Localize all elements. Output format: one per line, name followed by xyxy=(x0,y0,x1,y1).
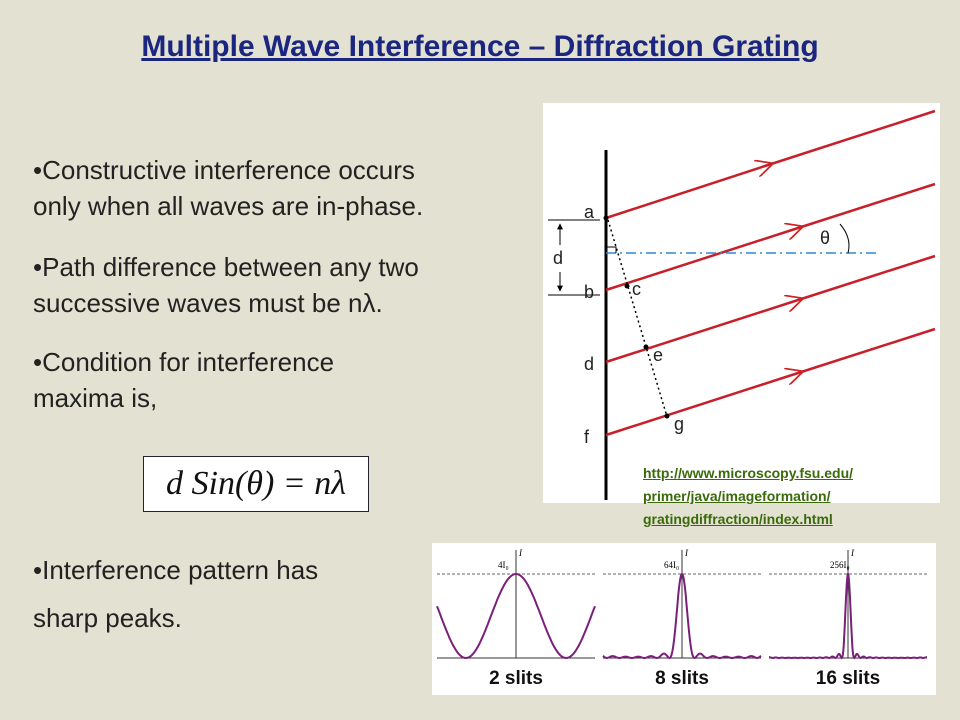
label: e xyxy=(653,345,663,365)
ray xyxy=(605,254,936,364)
label: g xyxy=(674,414,684,434)
caption: 2 slits xyxy=(489,668,543,689)
label: f xyxy=(584,427,590,447)
axis-label: I xyxy=(518,548,523,558)
intensity-curve xyxy=(436,573,596,659)
line: •Constructive interference occurs xyxy=(33,155,415,185)
label: θ xyxy=(820,228,830,248)
diagram-bg xyxy=(543,103,940,503)
label: c xyxy=(632,279,641,299)
angle-arc xyxy=(839,223,850,254)
line: •Path difference between any two xyxy=(33,252,419,282)
bullet: •Constructive interference occurs only wh… xyxy=(33,152,423,224)
peak-label: 64I₀ xyxy=(664,560,679,570)
peak-label: 4I₀ xyxy=(498,560,509,570)
ray xyxy=(605,109,936,220)
line: •Interference pattern has xyxy=(33,555,319,585)
label: d xyxy=(584,354,594,374)
line: sharp peaks. xyxy=(33,603,182,633)
label: a xyxy=(584,202,595,222)
axis-label: I xyxy=(684,548,689,558)
intensity-curve xyxy=(769,571,927,660)
link[interactable]: http://www.microscopy.fsu.edu/primer/jav… xyxy=(643,462,853,531)
points xyxy=(603,215,670,419)
bullet: •Condition for interference maxima is, xyxy=(33,344,334,416)
label: b xyxy=(584,282,594,302)
line: •Condition for interference xyxy=(33,347,335,377)
right-angle xyxy=(606,246,617,253)
line: only when all waves are in-phase. xyxy=(33,191,424,221)
caption: 8 slits xyxy=(655,668,709,689)
diagram-labels: a b d f c e g θ d xyxy=(553,202,830,447)
bullet: •Interference pattern has sharp peaks. xyxy=(33,546,318,642)
spacing-bracket xyxy=(548,219,600,296)
line[interactable]: gratingdiffraction/index.html xyxy=(643,511,833,527)
line: successive waves must be nλ. xyxy=(33,288,383,318)
line[interactable]: http://www.microscopy.fsu.edu/ xyxy=(643,465,854,481)
bullet: •Path difference between any two successi… xyxy=(33,249,419,321)
line: maxima is, xyxy=(33,383,158,413)
equation: d Sin(θ) = nλ xyxy=(143,456,369,512)
ray xyxy=(605,182,936,292)
intensity-curve xyxy=(602,572,762,660)
title: Multiple Wave Interference – Diffraction… xyxy=(141,30,819,63)
caption: 16 slits xyxy=(816,668,880,689)
peak-label: 256I₀ xyxy=(830,560,850,570)
label: d xyxy=(553,248,563,268)
line[interactable]: primer/java/imageformation/ xyxy=(643,488,831,504)
axis-label: I xyxy=(850,548,855,558)
